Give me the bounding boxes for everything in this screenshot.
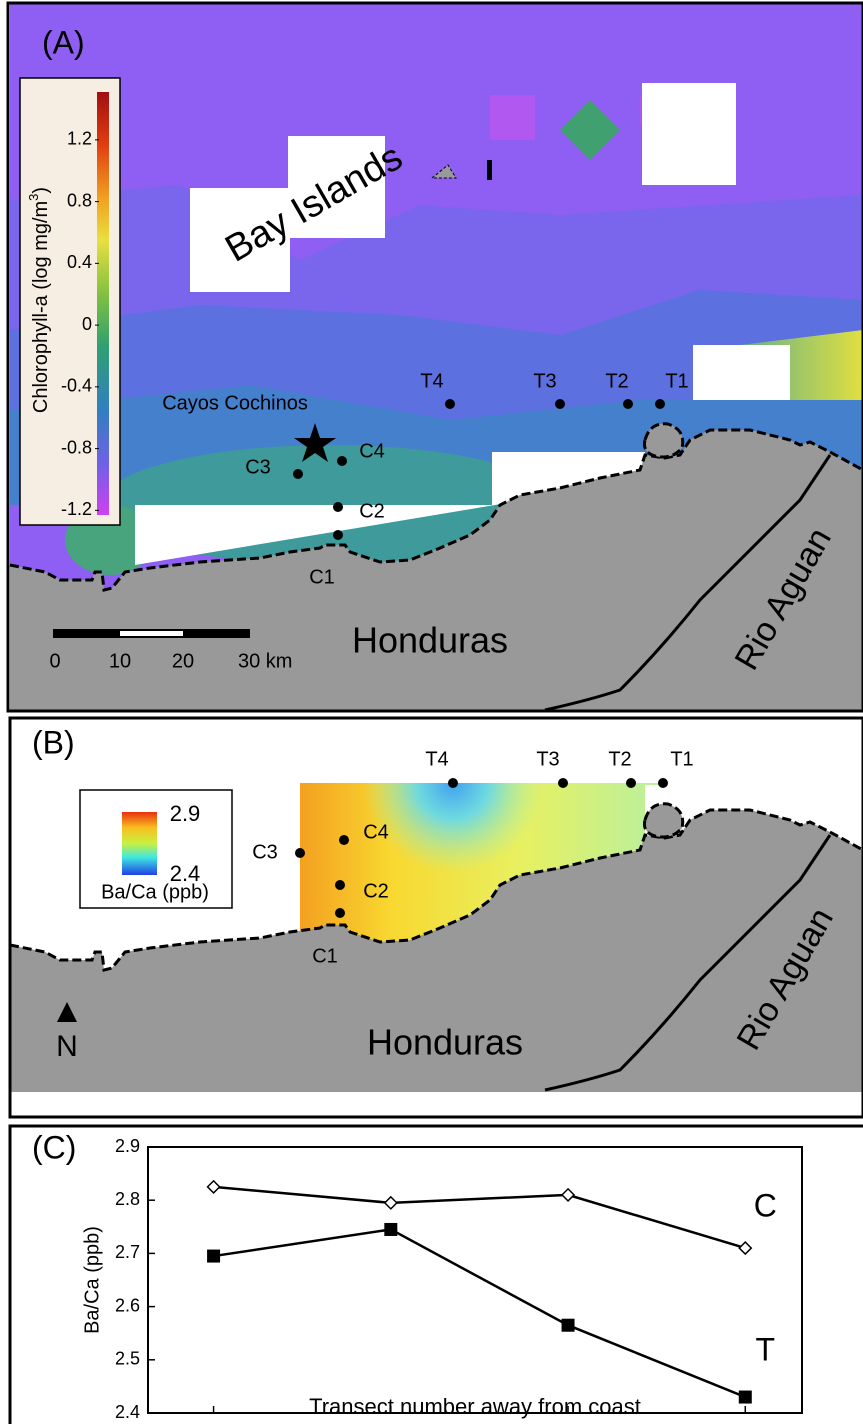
station: [658, 778, 668, 788]
colorbar: [97, 92, 109, 515]
colorbar-tick-label: 0: [82, 314, 92, 334]
station-label: C1: [312, 945, 338, 967]
station-label: T2: [608, 748, 631, 770]
marker: [208, 1250, 220, 1262]
no-data: [642, 83, 736, 185]
frame: [10, 1126, 863, 1424]
figure: Chlorophyll-a (log mg/m3) 1.2 0.8 0.4 0 -0.4…: [0, 0, 863, 1424]
place-label: Honduras: [367, 1022, 523, 1063]
station: [337, 456, 347, 466]
station: [335, 880, 345, 890]
panel-a: Chlorophyll-a (log mg/m3) 1.2 0.8 0.4 0 -0.4…: [8, 3, 863, 712]
y-tick-label: 2.6: [115, 1295, 140, 1315]
station: [295, 848, 305, 858]
station-label: C1: [309, 566, 335, 588]
y-tick-label: 2.9: [115, 1136, 140, 1156]
marker: [385, 1223, 397, 1235]
place-label: Honduras: [352, 620, 508, 661]
station: [333, 502, 343, 512]
marker: [739, 1391, 751, 1403]
colorbar-tick-label: 2.9: [170, 801, 201, 826]
station: [558, 778, 568, 788]
station-label: C4: [363, 821, 389, 843]
series-line: [214, 1187, 746, 1248]
y-axis-title: Ba/Ca (ppb): [81, 1226, 103, 1334]
marker: [562, 1189, 574, 1201]
north-label: N: [56, 1030, 78, 1063]
y-tick-label: 2.8: [115, 1189, 140, 1209]
water: [490, 95, 535, 140]
colorbar-tick-label: -0.8: [61, 437, 92, 457]
station: [655, 399, 665, 409]
colorbar-tick-label: 0.4: [67, 252, 92, 272]
scale-label: 0: [49, 650, 60, 672]
station: [335, 908, 345, 918]
colorbar-tick-label: 1.2: [67, 129, 92, 149]
station: [623, 399, 633, 409]
y-tick-label: 2.7: [115, 1242, 140, 1262]
scale-label: 30 km: [238, 650, 292, 672]
station-label: C2: [359, 500, 385, 522]
station-label: T2: [605, 370, 628, 392]
series-line: [214, 1229, 746, 1397]
plot-frame: [148, 1147, 802, 1413]
station-label: C3: [245, 456, 271, 478]
station-label: C2: [363, 880, 389, 902]
colorbar: [122, 812, 157, 875]
colorbar-title-text: Chlorophyll-a (log mg/m: [30, 201, 52, 413]
plot: 2.42.52.62.72.82.91234CT: [115, 1136, 777, 1424]
island: [487, 160, 492, 180]
station: [333, 530, 343, 540]
station-label: C4: [359, 440, 385, 462]
station-label: T4: [420, 370, 443, 392]
panel-label: (A): [42, 24, 85, 60]
station-label: T3: [533, 370, 556, 392]
scale-label: 10: [109, 650, 131, 672]
scale-bar: [120, 631, 183, 636]
legend-label: T: [756, 1331, 776, 1367]
colorbar-tick-label: -1.2: [61, 499, 92, 519]
station: [555, 399, 565, 409]
station: [293, 469, 303, 479]
y-tick-label: 2.4: [115, 1402, 140, 1422]
marker: [562, 1319, 574, 1331]
marker: [385, 1197, 397, 1209]
x-axis-title: Transect number away from coast: [309, 1394, 641, 1419]
scale-label: 20: [172, 650, 194, 672]
station-label: T1: [665, 370, 688, 392]
station: [626, 778, 636, 788]
marker: [208, 1181, 220, 1193]
station: [445, 399, 455, 409]
station-label: T1: [670, 748, 693, 770]
station-label: C3: [252, 841, 278, 863]
y-tick-label: 2.5: [115, 1349, 140, 1369]
panel-c: (C) Ba/Ca (ppb) Transect number away fro…: [10, 1126, 863, 1424]
marker: [739, 1242, 751, 1254]
place-label: Cayos Cochinos: [162, 392, 308, 414]
colorbar-title-end: ): [30, 187, 52, 194]
station: [448, 778, 458, 788]
station: [339, 835, 349, 845]
colorbar-tick-label: -0.4: [61, 376, 92, 396]
colorbar-tick-label: 0.8: [67, 190, 92, 210]
colorbar-title: Chlorophyll-a (log mg/m3): [26, 187, 52, 413]
station-label: T4: [425, 748, 448, 770]
station-label: T3: [536, 748, 559, 770]
panel-label: (B): [32, 724, 75, 760]
panel-b: Ba/Ca (ppb) 2.92.4 (B) Honduras Rio Agua…: [10, 718, 863, 1117]
no-data: [693, 345, 790, 400]
colorbar-tick-label: 2.4: [170, 861, 201, 886]
panel-label: (C): [32, 1129, 76, 1165]
legend-label: C: [754, 1188, 777, 1224]
colorbar-title-sup: 3: [26, 194, 41, 201]
